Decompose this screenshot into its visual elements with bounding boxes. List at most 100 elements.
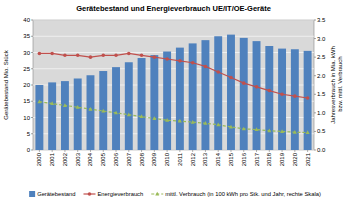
y2-tick [314, 57, 316, 58]
y-tick-label: 10 [23, 115, 30, 121]
marker [216, 123, 220, 127]
x-tick [103, 150, 104, 152]
y2-tick-label: 3.0 [317, 36, 326, 42]
marker [114, 53, 118, 57]
x-tick [141, 150, 142, 152]
x-tick [205, 150, 206, 152]
bar [48, 82, 56, 150]
x-tick [52, 150, 53, 152]
y-tick-label: 40 [23, 17, 30, 23]
marker [229, 125, 233, 129]
x-tick [218, 150, 219, 152]
x-tick [39, 150, 40, 152]
marker [267, 128, 271, 132]
line [39, 102, 307, 133]
x-tick [167, 150, 168, 152]
marker [204, 65, 208, 69]
x-tick-label: 2009 [151, 152, 157, 166]
marker [76, 53, 80, 57]
marker [114, 111, 118, 115]
bar [189, 43, 197, 150]
marker [101, 109, 105, 113]
legend-swatch [29, 191, 35, 197]
y2-tick-label: 2.0 [317, 73, 326, 79]
y-tick [31, 20, 33, 21]
plot-marks [35, 35, 311, 150]
bar [265, 46, 273, 150]
y-tick-label: 5 [27, 131, 31, 137]
legend-item: mittl. Verbrauch (in 100 kWh pro Stk. un… [151, 191, 321, 197]
marker [153, 55, 157, 59]
x-tick [77, 150, 78, 152]
y-tick-label: 25 [23, 66, 30, 72]
x-tick-label: 2014 [215, 152, 221, 166]
y-tick [31, 36, 33, 37]
marker [306, 96, 310, 100]
bar [176, 48, 184, 150]
y2-tick-label: 2.5 [317, 54, 326, 60]
x-tick [64, 150, 65, 152]
marker [293, 130, 297, 134]
marker [50, 52, 54, 56]
bar [74, 79, 82, 151]
x-tick [269, 150, 270, 152]
x-tick-label: 2008 [139, 152, 145, 166]
y2-tick-label: 1.5 [317, 91, 326, 97]
marker [267, 89, 271, 93]
marker [38, 52, 42, 56]
marker [37, 100, 41, 104]
legend-label: Energieverbrauch [97, 191, 143, 197]
marker [152, 116, 156, 120]
x-tick [307, 150, 308, 152]
bar [35, 85, 43, 150]
x-tick-label: 2018 [266, 152, 272, 166]
y2-tick-label: 0.0 [317, 147, 326, 153]
x-tick-label: 2015 [228, 152, 234, 166]
y-tick [31, 150, 33, 151]
bar [112, 67, 120, 150]
marker [191, 61, 195, 65]
bar [227, 35, 235, 150]
y-tick [31, 68, 33, 69]
y-tick-label: 35 [23, 33, 30, 39]
y-tick [31, 101, 33, 102]
marker [229, 76, 233, 80]
x-tick [154, 150, 155, 152]
bar [150, 55, 158, 150]
y-tick-label: 0 [27, 147, 31, 153]
y2-tick [314, 131, 316, 132]
x-tick [179, 150, 180, 152]
y-axis-label: Gerätebestand Mio. Stück [3, 49, 9, 119]
marker [88, 192, 92, 196]
marker [127, 52, 131, 56]
x-tick [128, 150, 129, 152]
y-tick-label: 15 [23, 98, 30, 104]
line [39, 53, 307, 98]
legend-item: Energieverbrauch [83, 191, 143, 197]
marker [255, 85, 259, 89]
x-tick-label: 2004 [87, 152, 93, 166]
x-tick [282, 150, 283, 152]
marker [155, 192, 159, 196]
x-tick-label: 2005 [100, 152, 106, 166]
y2-tick [314, 38, 316, 39]
bar [163, 52, 171, 150]
y-tick [31, 85, 33, 86]
marker [242, 81, 246, 85]
legend-label: mittl. Verbrauch (in 100 kWh pro Stk. un… [165, 191, 321, 197]
y2-axis-label: Jahresverbrauch in Mia. kWh bzw. mittl. … [330, 46, 343, 124]
y2-tick-label: 1.0 [317, 110, 326, 116]
y-tick-label: 30 [23, 50, 30, 56]
marker [280, 92, 284, 96]
legend: Gerätebestand Energieverbrauch mittl. Verb… [29, 191, 321, 197]
legend-label: Gerätebestand [37, 191, 75, 197]
marker [306, 130, 310, 134]
bar [201, 40, 209, 150]
marker [50, 101, 54, 105]
x-tick-label: 2006 [113, 152, 119, 166]
x-tick [243, 150, 244, 152]
bar [304, 51, 312, 150]
x-tick-label: 2013 [202, 152, 208, 166]
y2-tick [314, 112, 316, 113]
x-tick-label: 2019 [279, 152, 285, 166]
